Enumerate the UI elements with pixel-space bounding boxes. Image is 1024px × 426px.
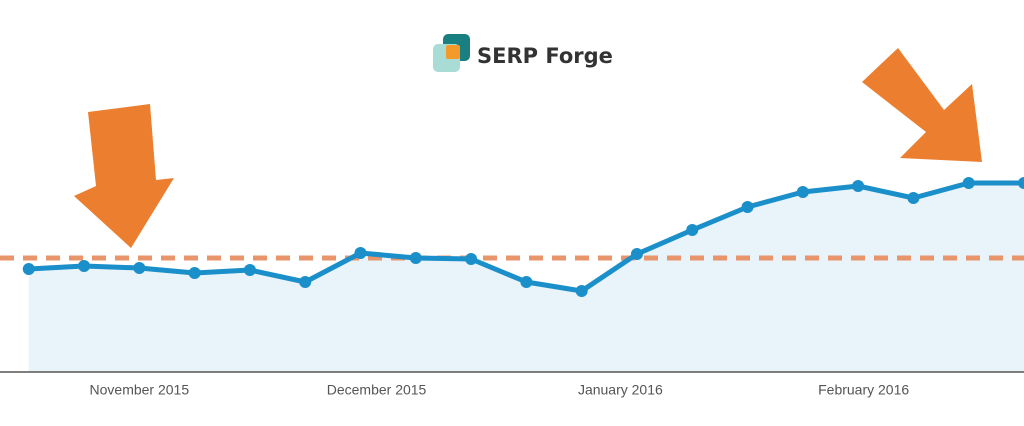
point [1018,177,1024,189]
point [243,264,256,276]
point [520,276,533,288]
point [465,253,478,265]
point [354,247,367,259]
point [299,276,312,288]
point [22,263,35,275]
plot: November 2015 December 2015 January 2016 Fe… [0,177,1024,398]
x-tick-label: December 2015 [327,382,427,398]
arrow [862,48,982,162]
point [852,180,865,192]
logo: SERP Forge [433,34,613,72]
point [796,186,809,198]
point [133,262,146,274]
point [741,201,754,213]
point [78,260,91,272]
x-tick-label: February 2016 [818,382,909,398]
point [409,252,422,264]
logo-icon [446,45,460,59]
x-tick-label: November 2015 [90,382,190,398]
point [962,177,975,189]
point [188,267,201,279]
x-tick-label: January 2016 [578,382,663,398]
logo-text: SERP Forge [477,44,613,68]
point [630,248,643,260]
area-fill [28,183,1024,372]
point [686,224,699,236]
point [575,285,588,297]
arrow [74,104,174,248]
point [907,192,920,204]
